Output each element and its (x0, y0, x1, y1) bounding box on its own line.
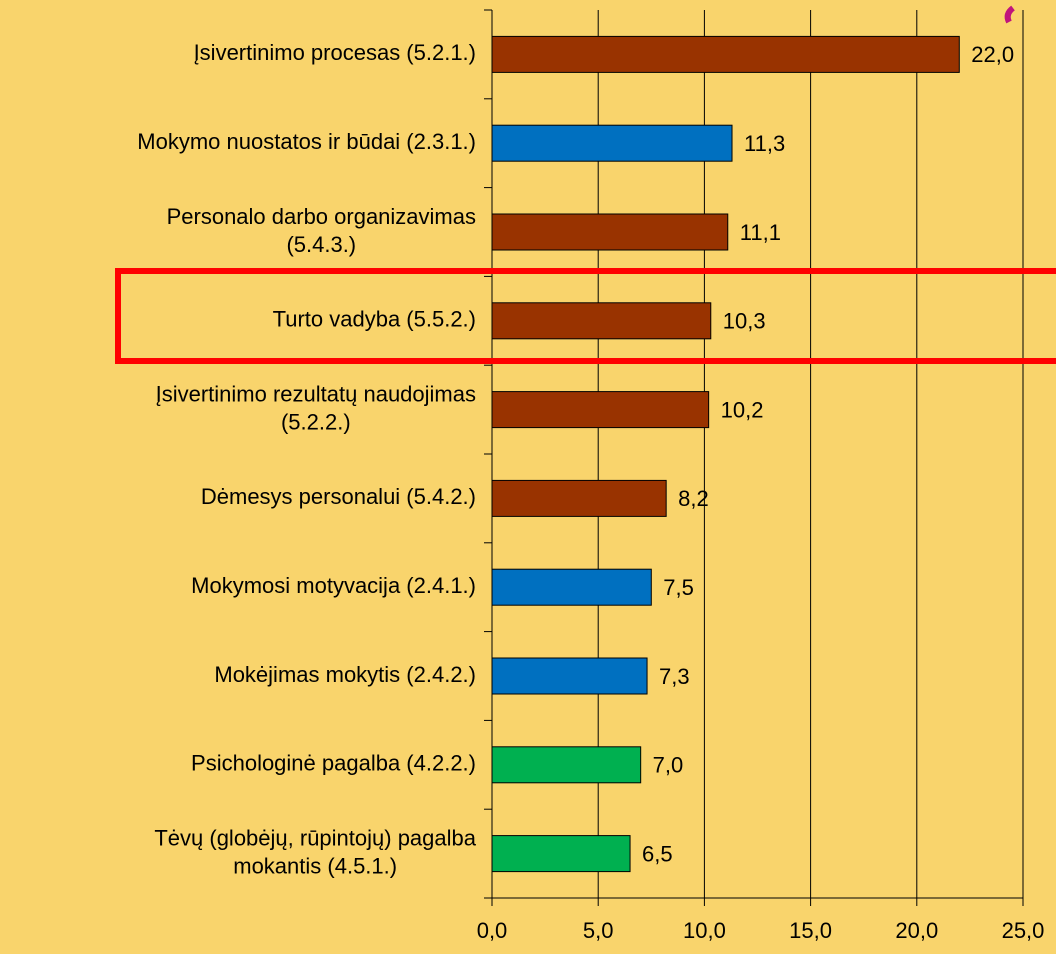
value-label: 10,2 (721, 397, 764, 422)
value-label: 11,3 (744, 131, 785, 156)
bar (491, 746, 642, 784)
y-tick-label: Įsivertinimo rezultatų naudojimas (5.2.2.… (156, 381, 476, 434)
x-tick-label: 0,0 (477, 918, 508, 943)
value-label: 7,3 (659, 664, 690, 689)
y-tick-label: Dėmesys personalui (5.4.2.) (201, 484, 476, 509)
y-tick-label: Mokymosi motyvacija (2.4.1.) (191, 573, 476, 598)
bar (491, 568, 652, 606)
bar (491, 213, 729, 251)
x-tick-label: 25,0 (1002, 918, 1045, 943)
decoration (1004, 5, 1015, 24)
y-tick-label: Įsivertinimo procesas (5.2.1.) (194, 40, 476, 65)
bar (491, 302, 712, 340)
value-label: 8,2 (678, 486, 709, 511)
bar (491, 35, 960, 73)
y-tick-label: Mokėjimas mokytis (2.4.2.) (214, 662, 476, 687)
bar (491, 391, 710, 429)
value-label: 11,1 (740, 220, 781, 245)
y-tick-label: Turto vadyba (5.5.2.) (273, 307, 476, 332)
y-tick-label: Personalo darbo organizavimas (5.4.3.) (167, 204, 476, 257)
x-tick-label: 20,0 (895, 918, 938, 943)
highlight-box (115, 268, 1056, 364)
bar (491, 124, 733, 162)
y-tick-label: Mokymo nuostatos ir būdai (2.3.1.) (137, 129, 476, 154)
bar (491, 835, 631, 873)
bar (491, 479, 667, 517)
bar (491, 657, 648, 695)
value-label: 7,0 (653, 753, 684, 778)
value-label: 22,0 (971, 42, 1014, 67)
value-label: 6,5 (642, 841, 673, 866)
value-label: 7,5 (663, 575, 694, 600)
x-tick-label: 10,0 (683, 918, 726, 943)
value-label: 10,3 (723, 309, 766, 334)
y-tick-label: Tėvų (globėjų, rūpintojų) pagalba mokanti… (154, 825, 476, 878)
x-tick-label: 15,0 (789, 918, 832, 943)
x-tick-label: 5,0 (583, 918, 614, 943)
y-tick-label: Psichologinė pagalba (4.2.2.) (191, 751, 476, 776)
